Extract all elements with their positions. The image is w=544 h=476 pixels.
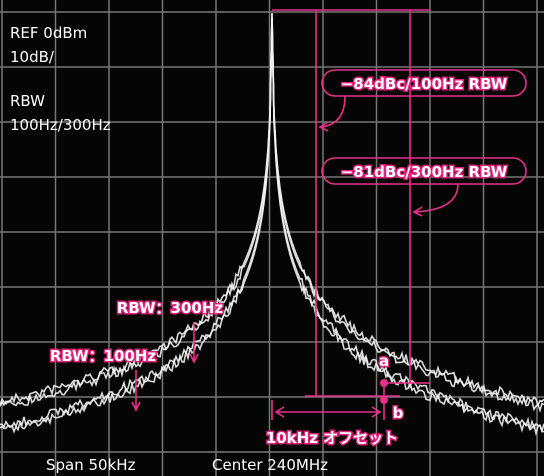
- label-100: −84dBc/100Hz RBW: [341, 75, 508, 93]
- analyzer-screen: REF 0dBm 10dB/ RBW 100Hz/300Hz −84dBc/10…: [0, 0, 544, 476]
- point-a: a: [379, 352, 389, 370]
- marker-a: [380, 379, 388, 387]
- offset-label: 10kHz オフセット: [266, 429, 398, 447]
- center: Center 240MHz: [212, 456, 328, 474]
- trace-label-100: RBW：100Hz: [50, 347, 157, 365]
- rbw-values: 100Hz/300Hz: [10, 116, 111, 134]
- rbw-label: RBW: [10, 92, 45, 110]
- point-b: b: [393, 404, 404, 422]
- scale: 10dB/: [10, 48, 55, 66]
- trace-label-300: RBW：300Hz: [117, 299, 224, 317]
- marker-b: [380, 396, 388, 404]
- ref-level: REF 0dBm: [10, 24, 87, 42]
- label-300: −81dBc/300Hz RBW: [341, 163, 508, 181]
- span: Span 50kHz: [46, 456, 136, 474]
